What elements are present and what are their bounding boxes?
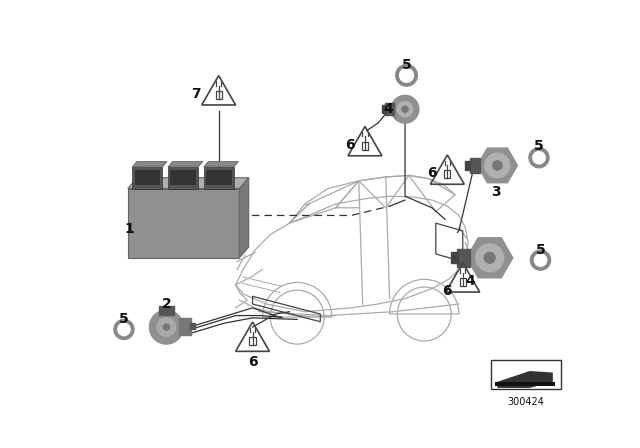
Text: 5: 5: [536, 243, 545, 257]
Bar: [190, 323, 195, 329]
Text: 5: 5: [119, 312, 129, 327]
Bar: [492, 360, 561, 389]
Circle shape: [396, 65, 417, 86]
Circle shape: [163, 324, 170, 330]
Bar: [168, 167, 198, 189]
Circle shape: [391, 95, 419, 123]
Bar: [132, 167, 163, 189]
Text: 300424: 300424: [508, 397, 545, 407]
Bar: [385, 103, 394, 115]
Circle shape: [529, 148, 549, 168]
Polygon shape: [132, 162, 167, 167]
Polygon shape: [168, 162, 203, 167]
Circle shape: [484, 252, 495, 263]
Bar: [134, 170, 160, 185]
Polygon shape: [128, 178, 249, 189]
Circle shape: [485, 153, 509, 178]
Text: 6: 6: [248, 355, 257, 369]
Bar: [170, 170, 196, 185]
Bar: [204, 167, 234, 189]
Circle shape: [531, 250, 550, 270]
Circle shape: [114, 319, 134, 340]
Bar: [179, 318, 191, 335]
Circle shape: [149, 310, 183, 344]
Circle shape: [493, 161, 502, 170]
Bar: [495, 382, 555, 386]
Bar: [206, 170, 232, 185]
Circle shape: [397, 102, 413, 117]
Circle shape: [534, 254, 547, 266]
Circle shape: [533, 151, 545, 164]
Polygon shape: [467, 238, 513, 278]
Bar: [382, 105, 386, 113]
Text: 6: 6: [345, 138, 355, 151]
Text: 6: 6: [427, 166, 436, 180]
Text: 5: 5: [534, 139, 544, 153]
Text: 7: 7: [191, 87, 200, 101]
Bar: [465, 161, 470, 170]
Text: 3: 3: [491, 185, 500, 199]
Circle shape: [157, 318, 175, 336]
Text: 5: 5: [402, 58, 412, 72]
Text: 1: 1: [124, 222, 134, 237]
Polygon shape: [204, 162, 239, 167]
Circle shape: [402, 106, 408, 112]
Circle shape: [476, 244, 504, 271]
Bar: [128, 189, 239, 258]
Text: 4: 4: [383, 102, 393, 116]
Text: 6: 6: [442, 284, 452, 298]
Bar: [159, 306, 174, 315]
Polygon shape: [239, 178, 249, 258]
Circle shape: [399, 69, 413, 82]
Text: 2: 2: [161, 297, 171, 311]
Bar: [470, 158, 481, 173]
Circle shape: [118, 323, 130, 336]
Polygon shape: [497, 371, 553, 388]
Bar: [451, 252, 458, 263]
Text: 4: 4: [465, 274, 476, 288]
Polygon shape: [477, 148, 517, 183]
Bar: [458, 249, 470, 267]
